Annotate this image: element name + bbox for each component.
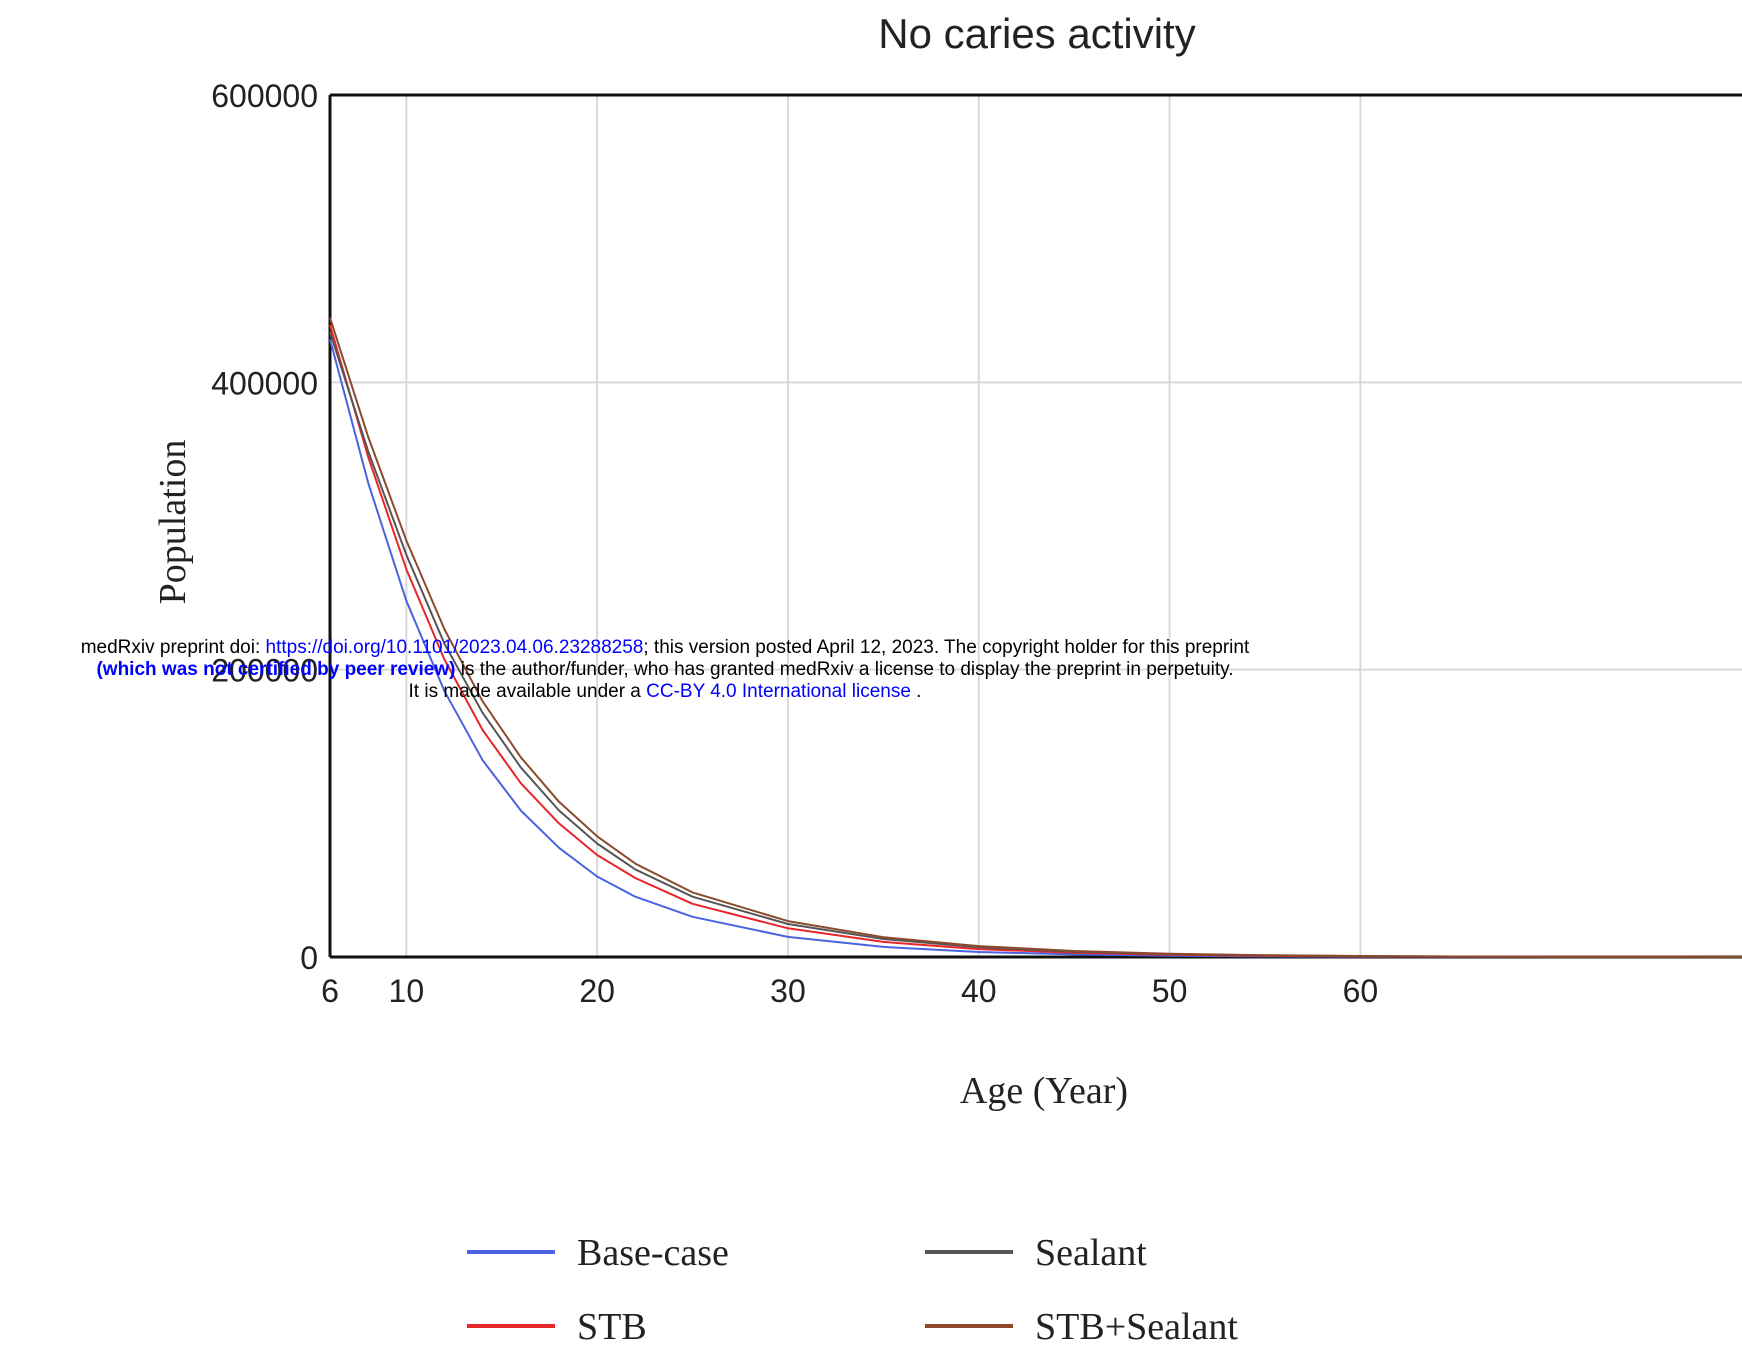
doi-link[interactable]: https://doi.org/10.1101/2023.04.06.23288… (265, 637, 644, 658)
y-tick-label: 600000 (211, 78, 318, 114)
legend: Base-case STB Sealant STB+Sealant (467, 1232, 1238, 1348)
preprint-notice: medRxiv preprint doi: https://doi.org/10… (0, 637, 1330, 703)
notice-doi-prefix: medRxiv preprint doi: (80, 637, 266, 658)
legend-label-stb: STB (577, 1306, 647, 1348)
chart-title: No caries activity (878, 10, 1195, 57)
legend-label-sealant: Sealant (1035, 1232, 1147, 1274)
y-tick-label: 0 (300, 940, 318, 976)
series-line-stb-sealant (329, 317, 1742, 958)
legend-label-base-case: Base-case (577, 1232, 729, 1274)
series-lines (329, 317, 1742, 958)
notice-line-2: (which was not certified by peer review)… (0, 659, 1330, 681)
x-tick-label: 50 (1152, 973, 1188, 1009)
license-link[interactable]: CC-BY 4.0 International license (646, 681, 911, 702)
x-tick-label: 20 (579, 973, 615, 1009)
x-tick-label: 40 (961, 973, 997, 1009)
notice-available-prefix: It is made available under a (408, 681, 647, 702)
x-tick-label: 60 (1343, 973, 1379, 1009)
tick-labels: 6 10 20 30 40 50 60 0 200000 400000 600000 (211, 78, 1378, 1009)
plot-axes (328, 93, 1742, 959)
y-tick-label: 400000 (211, 365, 318, 401)
x-tick-label: 30 (770, 973, 806, 1009)
x-tick-label: 6 (321, 973, 339, 1009)
notice-line-3: It is made available under a CC-BY 4.0 I… (0, 681, 1330, 703)
x-tick-label: 10 (389, 973, 425, 1009)
x-axis-title: Age (Year) (960, 1070, 1128, 1112)
grid-lines (330, 95, 1742, 957)
y-axis-title: Population (152, 440, 194, 605)
notice-peer-review: (which was not certified by peer review) (96, 659, 456, 680)
notice-license-statement: is the author/funder, who has granted me… (455, 659, 1234, 680)
notice-available-suffix: . (910, 681, 922, 702)
notice-doi-suffix: ; this version posted April 12, 2023. Th… (643, 637, 1250, 658)
y-tick-label: 200000 (211, 653, 318, 689)
notice-line-1: medRxiv preprint doi: https://doi.org/10… (0, 637, 1330, 659)
legend-label-stb-sealant: STB+Sealant (1035, 1306, 1238, 1348)
